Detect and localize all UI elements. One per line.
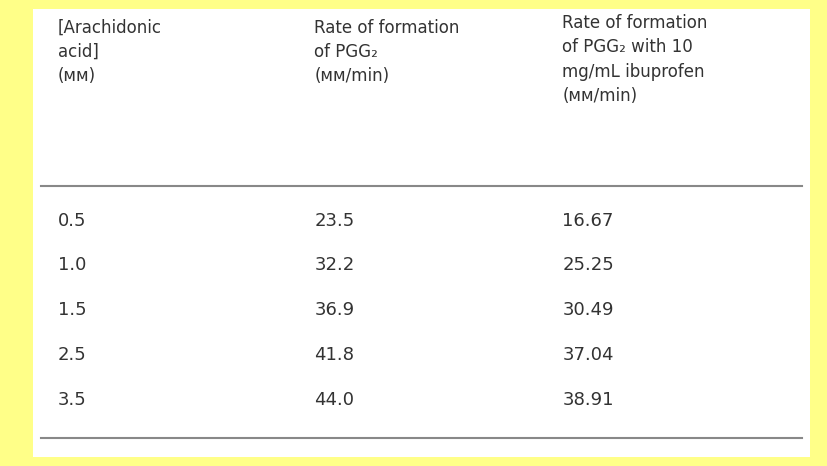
FancyBboxPatch shape <box>33 9 810 457</box>
Text: 3.5: 3.5 <box>58 391 87 409</box>
Text: 1.5: 1.5 <box>58 301 87 319</box>
Text: [Arachidonic
acid]
(ᴍᴍ): [Arachidonic acid] (ᴍᴍ) <box>58 19 162 85</box>
Text: 44.0: 44.0 <box>314 391 354 409</box>
Text: 32.2: 32.2 <box>314 256 355 274</box>
Text: 16.67: 16.67 <box>562 212 614 230</box>
Text: 2.5: 2.5 <box>58 346 87 364</box>
Text: 41.8: 41.8 <box>314 346 354 364</box>
Text: 36.9: 36.9 <box>314 301 355 319</box>
Text: 0.5: 0.5 <box>58 212 86 230</box>
Text: Rate of formation
of PGG₂
(ᴍᴍ/min): Rate of formation of PGG₂ (ᴍᴍ/min) <box>314 19 460 85</box>
Text: 38.91: 38.91 <box>562 391 614 409</box>
Text: 30.49: 30.49 <box>562 301 614 319</box>
Text: 25.25: 25.25 <box>562 256 614 274</box>
Text: Rate of formation
of PGG₂ with 10
mg/mL ibuprofen
(ᴍᴍ/min): Rate of formation of PGG₂ with 10 mg/mL … <box>562 14 708 105</box>
Text: 37.04: 37.04 <box>562 346 614 364</box>
Text: 23.5: 23.5 <box>314 212 355 230</box>
Text: 1.0: 1.0 <box>58 256 86 274</box>
